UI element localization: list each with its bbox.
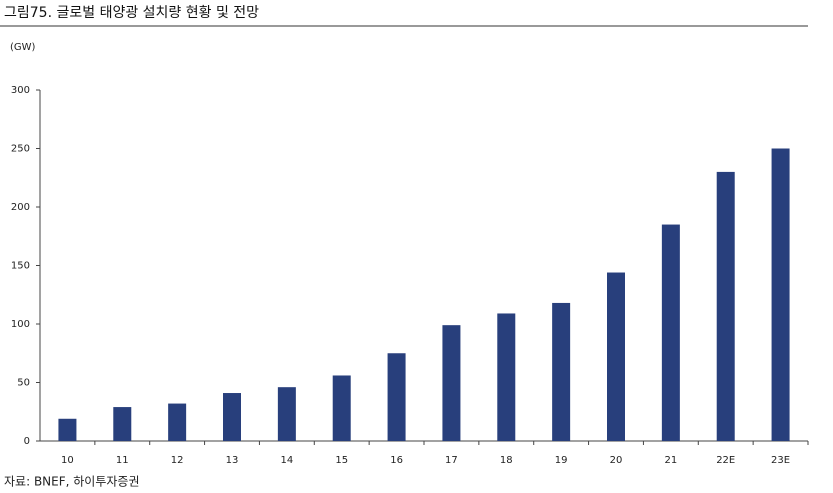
- bar: [113, 407, 132, 441]
- x-tick-label: 16: [390, 455, 403, 466]
- y-tick-label: 50: [17, 378, 30, 389]
- bar: [661, 224, 680, 441]
- bar: [607, 272, 625, 441]
- x-tick-label: 19: [555, 455, 568, 466]
- bar: [497, 313, 516, 441]
- chart-title: 그림75. 글로벌 태양광 설치량 현황 및 전망: [4, 5, 259, 21]
- bar: [552, 302, 571, 441]
- bar: [277, 387, 296, 441]
- bar: [58, 418, 77, 441]
- source-note: 자료: BNEF, 하이투자증권: [4, 475, 140, 489]
- bar: [771, 148, 790, 441]
- x-tick-label: 22E: [716, 455, 735, 466]
- bar: [223, 393, 241, 441]
- x-tick-label: 11: [116, 455, 129, 466]
- y-tick-label: 250: [11, 144, 30, 155]
- x-tick-label: 23E: [771, 455, 790, 466]
- x-tick-label: 20: [610, 455, 623, 466]
- y-tick-label: 300: [11, 85, 30, 96]
- x-tick-label: 17: [445, 455, 458, 466]
- x-tick-label: 10: [61, 455, 74, 466]
- bar: [387, 353, 406, 441]
- x-tick-label: 13: [226, 455, 239, 466]
- x-tick-label: 18: [500, 455, 513, 466]
- y-tick-label: 100: [11, 319, 30, 330]
- y-axis-label: (GW): [10, 42, 36, 53]
- bar: [168, 403, 187, 441]
- x-tick-label: 12: [171, 455, 184, 466]
- bar: [332, 375, 351, 441]
- x-tick-label: 15: [335, 455, 348, 466]
- y-tick-label: 0: [24, 436, 30, 447]
- bar: [716, 171, 735, 441]
- bar: [442, 325, 461, 441]
- x-tick-label: 14: [280, 455, 293, 466]
- y-tick-label: 200: [11, 202, 30, 213]
- y-tick-label: 150: [11, 261, 30, 272]
- x-tick-label: 21: [664, 455, 677, 466]
